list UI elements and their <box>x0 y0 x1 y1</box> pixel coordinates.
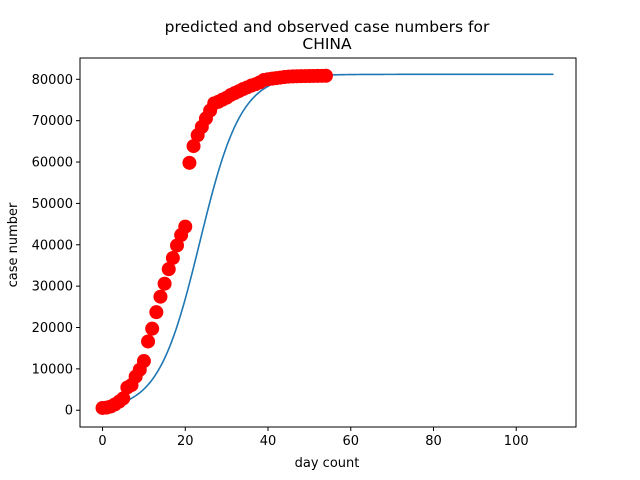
observed-point <box>318 68 333 83</box>
y-tick-label: 50000 <box>32 197 73 212</box>
y-tick-label: 40000 <box>32 238 73 253</box>
y-tick-label: 10000 <box>32 362 73 377</box>
y-tick-label: 80000 <box>32 73 73 88</box>
chart-title-line-1: predicted and observed case numbers for <box>165 18 490 36</box>
y-tick-label: 60000 <box>32 156 73 171</box>
x-tick-label: 0 <box>98 434 106 449</box>
chart-title-line-2: CHINA <box>302 35 352 53</box>
y-tick-label: 30000 <box>32 280 73 295</box>
observed-point <box>161 262 176 277</box>
observed-point <box>157 276 172 291</box>
observed-point <box>186 139 201 154</box>
observed-point <box>153 289 168 304</box>
observed-point <box>116 391 131 406</box>
x-tick-label: 80 <box>425 434 442 449</box>
observed-point <box>149 305 164 320</box>
observed-point <box>136 354 151 369</box>
x-axis-label: day count <box>295 456 360 471</box>
x-tick-label: 40 <box>260 434 277 449</box>
x-tick-label: 100 <box>504 434 529 449</box>
plot-series-group <box>95 68 554 415</box>
observed-point <box>145 321 160 336</box>
y-axis-label: case number <box>6 202 21 287</box>
observed-point <box>165 250 180 265</box>
plot-frame <box>79 57 577 428</box>
x-tick-label: 60 <box>342 434 359 449</box>
y-tick-label: 20000 <box>32 321 73 336</box>
y-tick-label: 0 <box>65 404 73 419</box>
x-tick-label: 20 <box>177 434 194 449</box>
axes: 0 20 40 60 80 100 0 10000 20000 30000 40000 50000 60… <box>32 57 577 449</box>
observed-point <box>178 219 193 234</box>
plot-area <box>95 68 554 415</box>
observed-point <box>141 334 156 349</box>
predicted-series-line <box>102 73 554 409</box>
y-tick-label: 70000 <box>32 114 73 129</box>
observed-point <box>182 155 197 170</box>
